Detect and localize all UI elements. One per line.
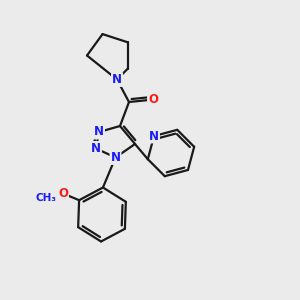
Text: N: N [110,151,121,164]
Text: O: O [58,187,68,200]
Text: N: N [112,73,122,86]
Text: N: N [149,130,159,142]
Text: CH₃: CH₃ [36,193,57,203]
Text: N: N [94,125,104,139]
Text: N: N [91,142,101,155]
Text: O: O [148,93,158,106]
